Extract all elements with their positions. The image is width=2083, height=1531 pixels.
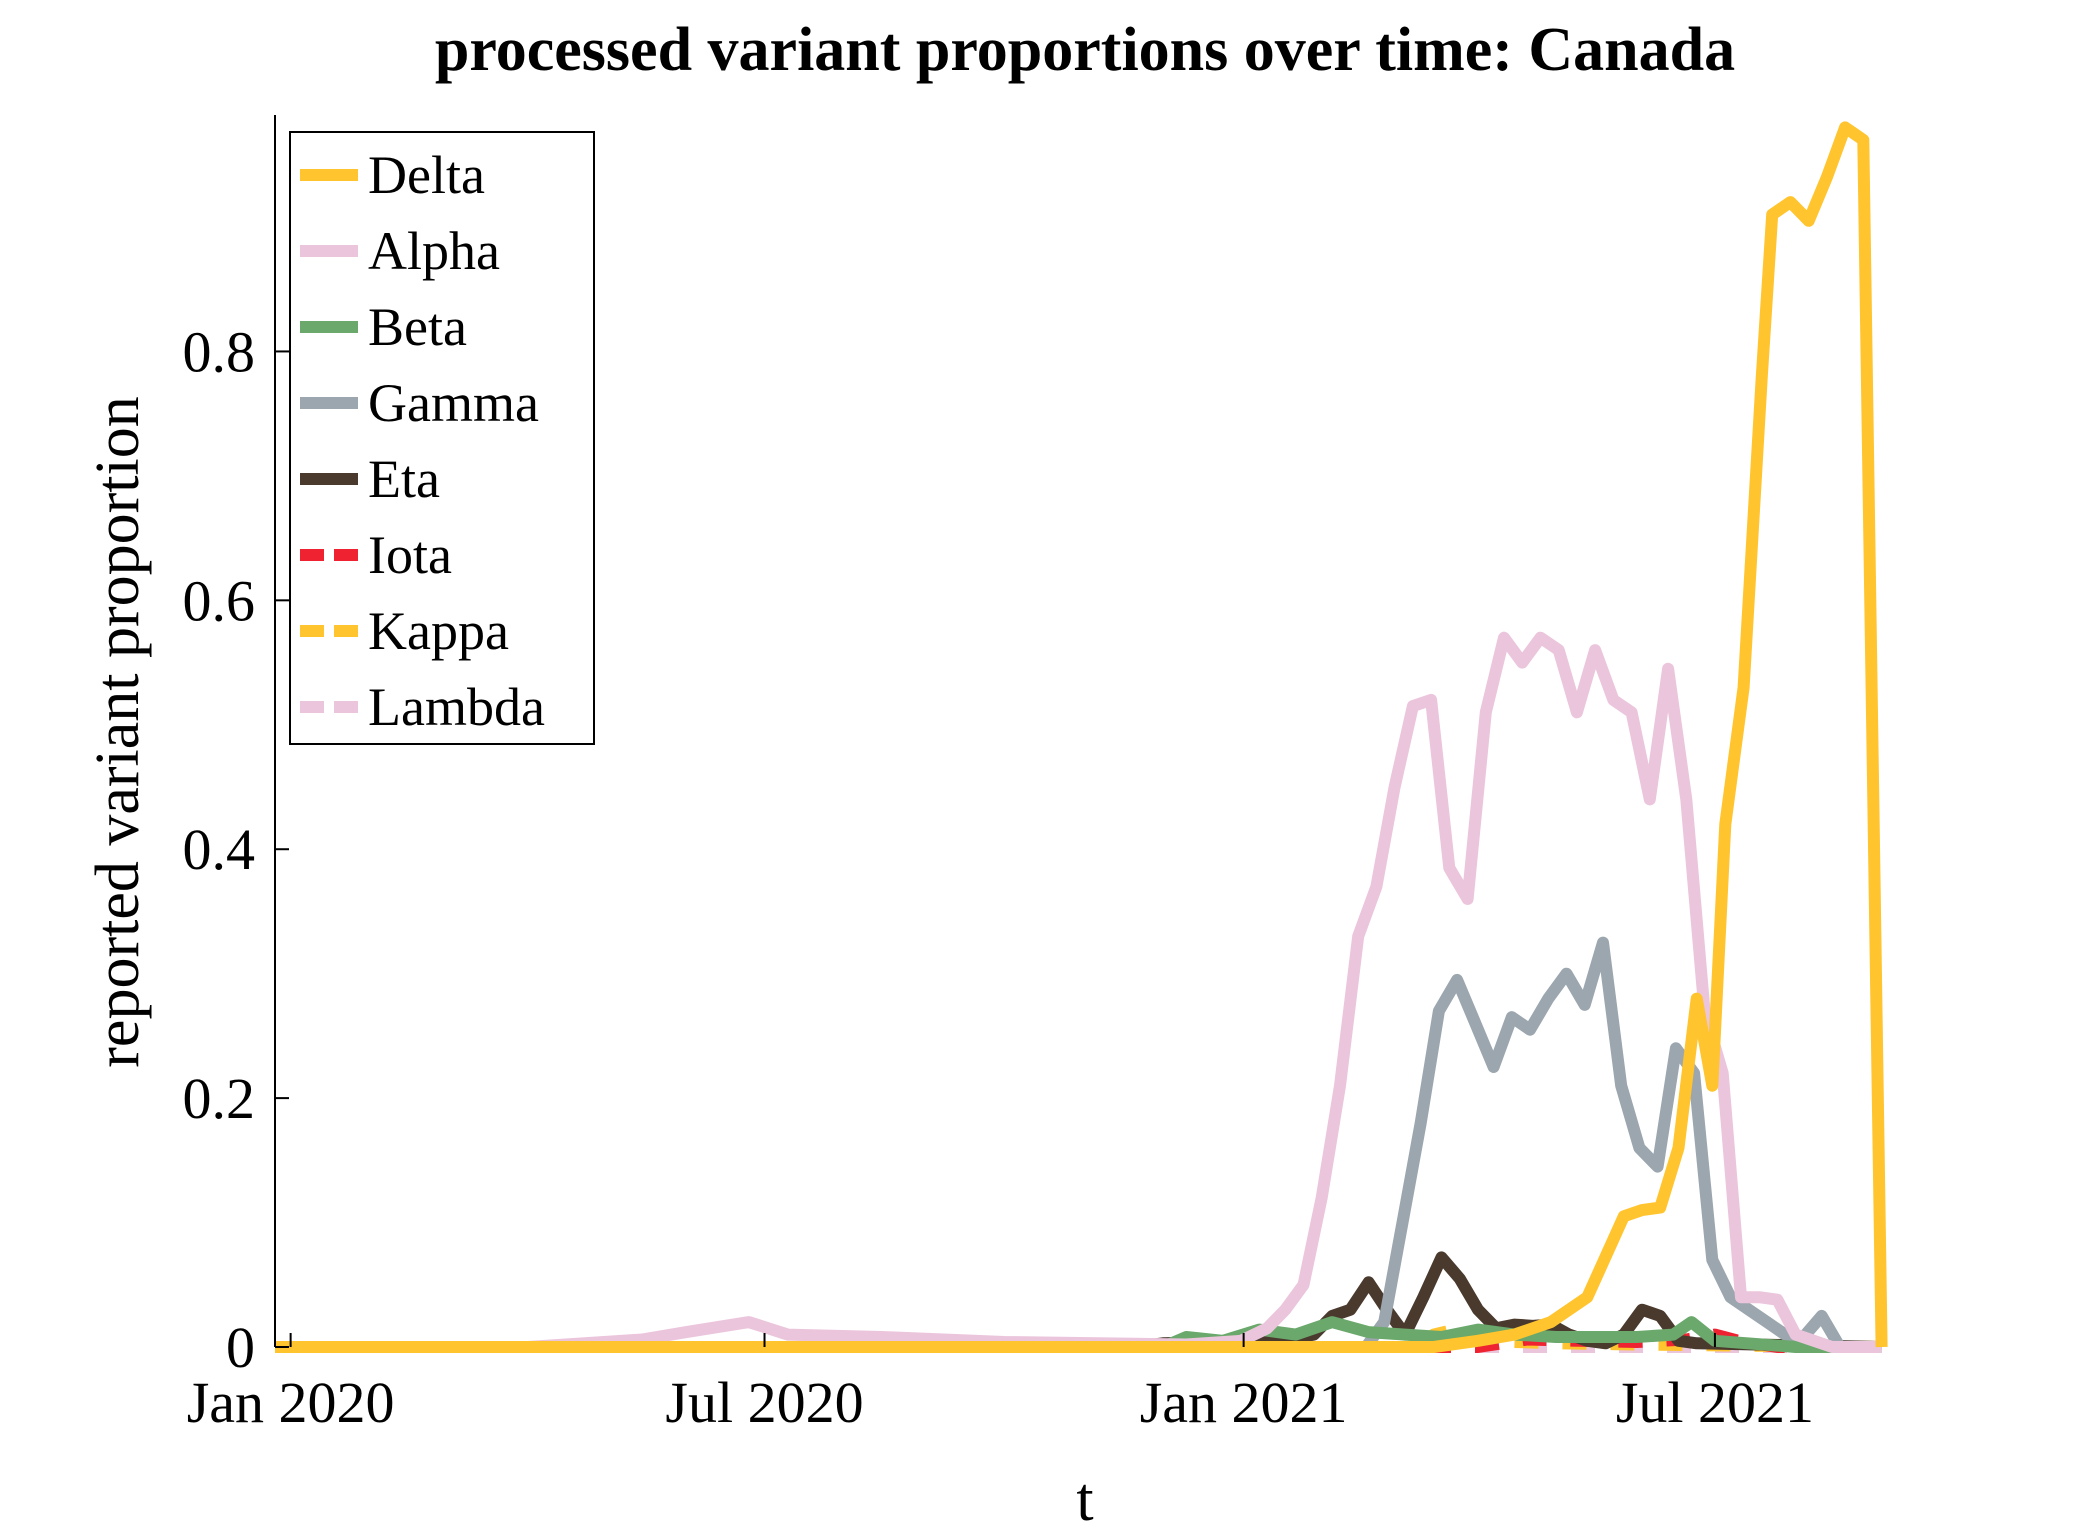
series-line-gamma [275,936,1882,1353]
legend-label-alpha: Alpha [368,221,500,281]
legend: Delta Alpha Beta Gamma Eta Iota Kappa Lambda [289,131,595,745]
y-tick-label: 0.4 [183,817,256,882]
y-tick-label: 0.6 [183,568,256,633]
x-tick-label: Jan 2021 [1140,1370,1348,1435]
legend-label-delta: Delta [368,145,485,205]
chart-title: processed variant proportions over time:… [435,16,1735,84]
legend-label-gamma: Gamma [368,373,539,433]
x-axis-ticks: Jan 2020 Jul 2020 Jan 2021 Jul 2021 [187,1333,1814,1435]
series-line-delta [275,121,1888,1353]
y-axis-label: reported variant proportion [84,396,152,1067]
legend-label-lambda: Lambda [368,677,545,737]
y-tick-label: 0.8 [183,319,256,384]
y-tick-label: 0.2 [183,1066,256,1131]
legend-label-beta: Beta [368,297,467,357]
plot-area [275,121,1888,1353]
legend-label-iota: Iota [368,525,452,585]
x-axis-label: t [1076,1466,1093,1531]
x-tick-label: Jul 2021 [1616,1370,1814,1435]
x-tick-label: Jul 2020 [665,1370,863,1435]
x-tick-label: Jan 2020 [187,1370,395,1435]
legend-label-eta: Eta [368,449,440,509]
y-tick-label: 0 [226,1315,255,1380]
legend-box [289,131,595,745]
legend-label-kappa: Kappa [368,601,509,661]
y-axis-ticks: 0 0.2 0.4 0.6 0.8 [183,319,289,1380]
